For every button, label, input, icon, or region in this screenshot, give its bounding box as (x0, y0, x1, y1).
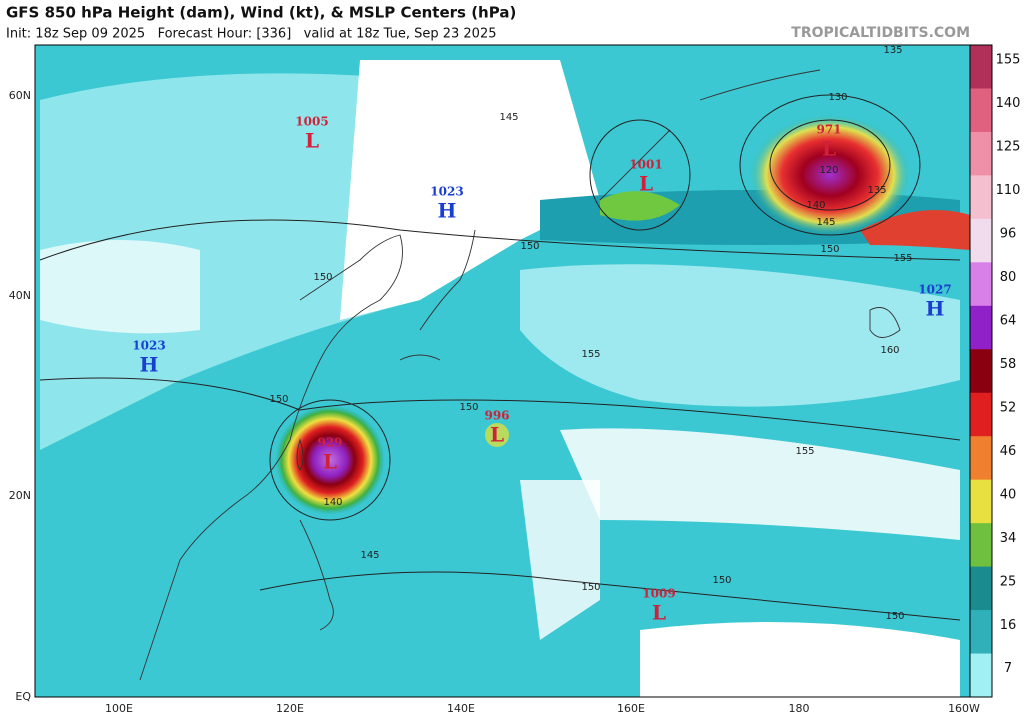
colorbar-segment (970, 218, 992, 263)
longitude-label: 100E (105, 702, 133, 715)
colorbar-segment (970, 392, 992, 437)
coastlines (139, 69, 901, 681)
colorbar-label: 46 (1000, 444, 1017, 459)
contour-label: 150 (459, 402, 478, 413)
contour-label: 150 (581, 582, 600, 593)
contour-label: 145 (816, 217, 835, 228)
colorbar-segment (970, 653, 992, 698)
pressure-value: 971 (816, 123, 841, 137)
contour-label: 150 (820, 244, 839, 255)
colorbar-label: 125 (996, 140, 1021, 155)
colorbar-segment (970, 349, 992, 394)
pressure-value: 1001 (629, 158, 662, 172)
pressure-center: L (639, 172, 653, 196)
site-name: TROPICALTIDBITS.COM (791, 25, 970, 41)
pressure-center: L (652, 601, 666, 625)
contour-label: 135 (883, 45, 902, 56)
contour-label: 155 (581, 349, 600, 360)
colorbar-label: 40 (1000, 487, 1017, 502)
colorbar-label: 64 (1000, 314, 1017, 329)
longitude-label: 160W (948, 702, 980, 715)
colorbar-label: 110 (996, 183, 1021, 198)
colorbar-segment (970, 262, 992, 307)
pressure-center: L (323, 450, 337, 474)
map-area (35, 45, 970, 697)
colorbar-segment (970, 45, 992, 89)
colorbar-label: 140 (996, 96, 1021, 111)
colorbar-segment (970, 436, 992, 481)
title: GFS 850 hPa Height (dam), Wind (kt), & M… (6, 4, 516, 22)
subtitle: Init: 18z Sep 09 2025 Forecast Hour: [33… (6, 27, 497, 42)
pressure-center: L (822, 137, 836, 161)
pressure-center: L (305, 129, 319, 153)
contour-label: 150 (885, 611, 904, 622)
pressure-center: H (140, 353, 159, 377)
pressure-value: 1005 (295, 115, 328, 129)
contour-label: 155 (795, 446, 814, 457)
pressure-value: 1023 (430, 185, 463, 199)
pressure-value: 1027 (918, 283, 951, 297)
colorbar-label: 80 (1000, 270, 1017, 285)
contour-label: 150 (313, 272, 332, 283)
pressure-value: 929 (317, 436, 342, 450)
colorbar-segment (970, 131, 992, 176)
colorbar-label: 52 (1000, 400, 1017, 415)
contour-label: 150 (712, 575, 731, 586)
contour-label: 155 (893, 253, 912, 264)
contour-label: 130 (828, 92, 847, 103)
pressure-center: L (490, 423, 504, 447)
colorbar-segment (970, 88, 992, 133)
longitude-label: 180 (789, 702, 810, 715)
pressure-center: H (438, 199, 457, 223)
colorbar-label: 25 (1000, 574, 1017, 589)
longitude-label: 160E (617, 702, 645, 715)
pressure-center: H (926, 297, 945, 321)
contour-label: 150 (269, 394, 288, 405)
contour-label: 140 (806, 200, 825, 211)
pressure-value: 1023 (132, 339, 165, 353)
longitude-label: 120E (276, 702, 304, 715)
colorbar-frame (969, 44, 993, 698)
colorbar-label: 34 (1000, 531, 1017, 546)
longitude-label: 140E (447, 702, 475, 715)
colorbar-segment (970, 566, 992, 611)
latitude-label: 20N (9, 489, 31, 502)
contour-label: 145 (499, 112, 518, 123)
colorbar-segment (970, 479, 992, 524)
contour-label: 135 (867, 185, 886, 196)
height-contours (39, 94, 961, 621)
latitude-label: 60N (9, 89, 31, 102)
colorbar-segment (970, 305, 992, 350)
colorbar-label: 7 (1004, 661, 1012, 676)
colorbar-label: 96 (1000, 227, 1017, 242)
contour-label: 150 (520, 241, 539, 252)
latitude-label: EQ (15, 690, 31, 703)
contour-label: 120 (819, 165, 838, 176)
pressure-value: 1009 (642, 587, 675, 601)
colorbar-label: 16 (1000, 618, 1017, 633)
colorbar-label: 155 (996, 53, 1021, 68)
pressure-value: 996 (484, 409, 509, 423)
colorbar-segment (970, 610, 992, 655)
latitude-label: 40N (9, 289, 31, 302)
colorbar-segment (970, 523, 992, 568)
contour-label: 145 (360, 550, 379, 561)
colorbar-segment (970, 175, 992, 220)
contour-label: 140 (323, 497, 342, 508)
contour-label: 160 (880, 345, 899, 356)
colorbar-label: 58 (1000, 357, 1017, 372)
